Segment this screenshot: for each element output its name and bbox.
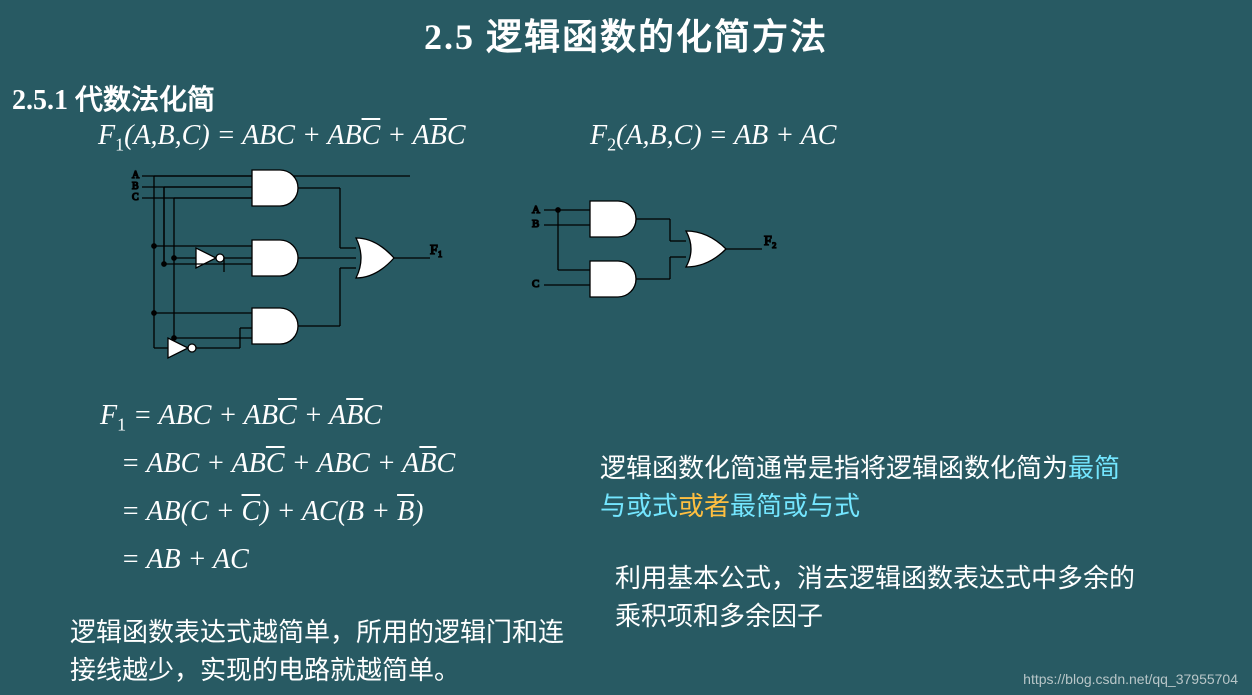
circuit-f1: A B C	[130, 168, 450, 373]
deriv-line-1: F1 = ABC + ABC + ABC	[100, 400, 382, 436]
note-left: 逻辑函数表达式越简单，所用的逻辑门和连接线越少，实现的电路就越简单。	[70, 614, 570, 689]
svg-text:F₁: F₁	[430, 243, 443, 258]
page-title: 2.5 逻辑函数的化简方法	[0, 0, 1252, 60]
deriv-line-3: = AB(C + C) + AC(B + B)	[100, 496, 424, 528]
formula-f1: F1(A,B,C) = ABC + ABC + ABC	[98, 120, 466, 156]
svg-text:B: B	[132, 181, 139, 192]
watermark: https://blog.csdn.net/qq_37955704	[1023, 671, 1238, 687]
deriv-line-2: = ABC + ABC + ABC + ABC	[100, 448, 455, 480]
svg-text:F₂: F₂	[764, 234, 777, 249]
formula-f2: F2(A,B,C) = AB + AC	[590, 120, 836, 156]
svg-text:B: B	[532, 218, 539, 230]
deriv-line-4: = AB + AC	[100, 544, 249, 576]
svg-text:A: A	[532, 204, 540, 216]
svg-text:A: A	[132, 170, 140, 181]
circuit-f2: A B C F₂	[530, 195, 800, 325]
svg-text:C: C	[132, 192, 139, 203]
svg-text:C: C	[532, 278, 539, 290]
section-heading: 2.5.1 代数法化简	[12, 78, 1252, 118]
note-right-2: 利用基本公式，消去逻辑函数表达式中多余的乘积项和多余因子	[615, 560, 1135, 635]
note-right-1: 逻辑函数化简通常是指将逻辑函数化简为最简与或式或者最简或与式	[600, 450, 1130, 525]
